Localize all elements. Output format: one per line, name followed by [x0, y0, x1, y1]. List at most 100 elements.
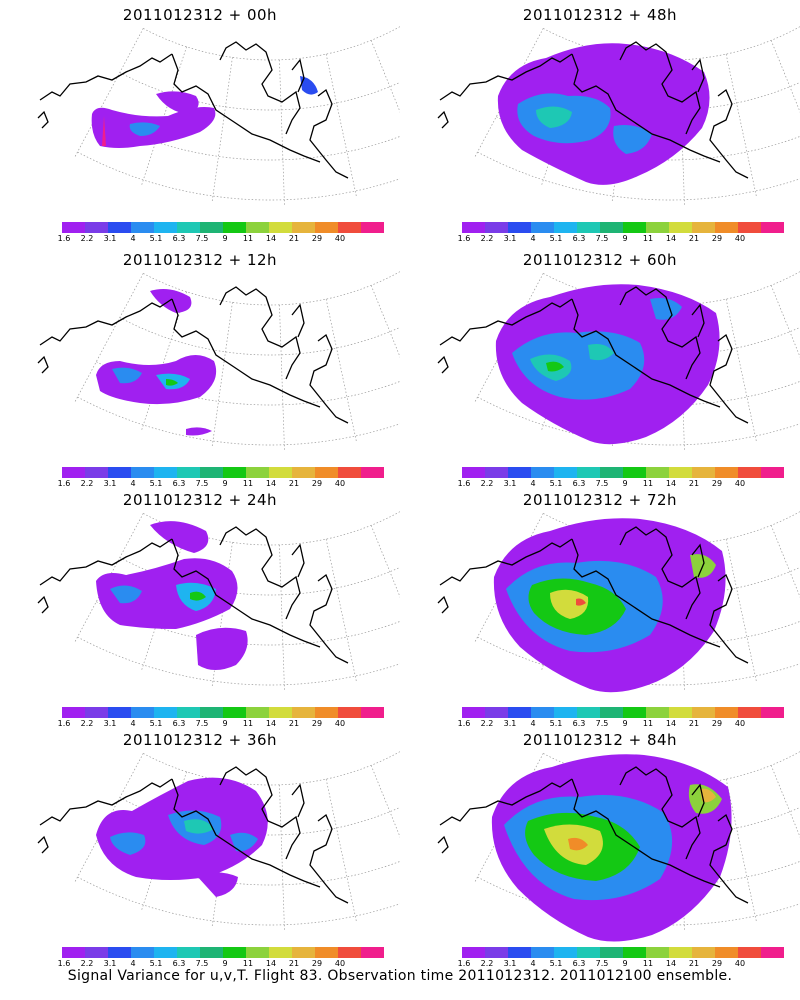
colorbar-swatch [462, 222, 485, 233]
colorbar-swatch [108, 222, 131, 233]
colorbar-swatch [669, 947, 692, 958]
colorbar-tick-label: 40 [334, 719, 346, 728]
colorbar-swatch [131, 947, 154, 958]
colorbar [462, 467, 784, 478]
colorbar-swatch [269, 947, 292, 958]
variance-patch [150, 521, 209, 553]
variance-map-12h [30, 271, 400, 450]
variance-patch [186, 427, 212, 436]
colorbar-swatch [269, 222, 292, 233]
colorbar-swatch [554, 707, 577, 718]
latitude-circle [143, 751, 400, 786]
panel-title: 2011012312 + 12h [122, 251, 278, 269]
colorbar-swatch [531, 467, 554, 478]
map-panel-48h: 2011012312 + 48h 1.6 2.2 3.1 4 5.1 6.3 7.5 9 11 1… [400, 0, 800, 243]
colorbar-tick-label: 21 [288, 479, 300, 488]
siberia-coast [39, 298, 173, 346]
colorbar-swatch [338, 467, 361, 478]
colorbar-swatch [292, 222, 315, 233]
colorbar-swatch [508, 707, 531, 718]
kamchatka-coast [37, 835, 49, 854]
variance-patch [112, 367, 142, 384]
colorbar-tick-label: 9 [222, 959, 228, 968]
map-panel-60h: 2011012312 + 60h 1.6 2.2 3.1 4 5.1 6.3 7.5 9 11 1… [400, 245, 800, 488]
colorbar-swatch [715, 222, 738, 233]
colorbar-tick-label: 9 [622, 719, 628, 728]
colorbar-swatch [361, 222, 384, 233]
colorbar-swatch [269, 707, 292, 718]
colorbar-swatch [108, 467, 131, 478]
coastline [37, 526, 349, 664]
east-canada-coast [309, 813, 349, 904]
map-panel-36h: 2011012312 + 36h 1.6 2.2 3.1 4 5.1 6.3 7.5 9 11 1… [0, 725, 400, 968]
colorbar-swatch [738, 222, 761, 233]
colorbar-swatch [154, 707, 177, 718]
colorbar-swatch [223, 707, 246, 718]
coastline [437, 766, 749, 904]
colorbar-swatch [692, 707, 715, 718]
colorbar-swatch [315, 947, 338, 958]
graticule [74, 271, 400, 450]
alaska-coast [571, 298, 721, 408]
colorbar-tick-label: 21 [288, 234, 300, 243]
colorbar-swatch [462, 707, 485, 718]
map-panel-24h: 2011012312 + 24h 1.6 2.2 3.1 4 5.1 6.3 7.5 9 11 1… [0, 485, 400, 728]
colorbar [62, 947, 384, 958]
colorbar-swatch [315, 707, 338, 718]
colorbar-swatch [85, 222, 108, 233]
colorbar-tick-label: 9 [622, 234, 628, 243]
colorbar [62, 467, 384, 478]
colorbar-swatch [715, 707, 738, 718]
colorbar-tick-label: 11 [242, 479, 254, 488]
colorbar-tick-label: 11 [642, 719, 654, 728]
island-coast [691, 58, 705, 93]
colorbar-swatch [600, 222, 623, 233]
alaska-coast [171, 298, 321, 408]
colorbar-tick-label: 4 [530, 479, 536, 488]
variance-map-84h [430, 751, 800, 942]
siberia-coast [439, 778, 573, 826]
colorbar-swatch [62, 222, 85, 233]
colorbar-swatch [200, 707, 223, 718]
colorbar-swatch [338, 947, 361, 958]
variance-patch [700, 788, 716, 803]
canada-coast [219, 286, 301, 380]
colorbar-tick-label: 21 [688, 479, 700, 488]
variance-map-72h [430, 511, 800, 693]
variance-map-48h [430, 26, 800, 205]
colorbar-tick-label: 5.1 [149, 719, 163, 728]
colorbar-tick-label: 7.5 [595, 719, 609, 728]
siberia-coast [439, 298, 573, 346]
variance-patch [190, 591, 206, 601]
colorbar-labels: 1.6 2.2 3.1 4 5.1 6.3 7.5 9 11 14 21 29 40 [452, 959, 772, 969]
colorbar-swatch [292, 467, 315, 478]
colorbar-tick-label: 9 [222, 479, 228, 488]
colorbar-swatch [646, 467, 669, 478]
colorbar-swatch [62, 467, 85, 478]
colorbar [62, 222, 384, 233]
latitude-circle [143, 26, 400, 61]
colorbar-swatch [315, 222, 338, 233]
colorbar-tick-label: 40 [734, 959, 746, 968]
colorbar-swatch [462, 467, 485, 478]
variance-patch [166, 379, 178, 386]
colorbar-tick-label: 9 [222, 719, 228, 728]
colorbar-swatch [292, 947, 315, 958]
map-panel-00h: 2011012312 + 00h 1.6 2.2 3.1 4 5.1 6.3 7.5 9 11 1… [0, 0, 400, 243]
coastline [437, 526, 749, 664]
colorbar-tick-label: 1.6 [57, 479, 71, 488]
colorbar-swatch [623, 467, 646, 478]
colorbar-swatch [361, 947, 384, 958]
meridian-line [370, 525, 400, 598]
colorbar-tick-label: 6.3 [172, 234, 186, 243]
colorbar-tick-label: 40 [734, 234, 746, 243]
east-canada-coast [709, 88, 749, 179]
colorbar-tick-label: 7.5 [195, 234, 209, 243]
colorbar-swatch [246, 707, 269, 718]
colorbar-swatch [738, 947, 761, 958]
colorbar-labels: 1.6 2.2 3.1 4 5.1 6.3 7.5 9 11 14 21 29 40 [452, 234, 772, 244]
colorbar-swatch [554, 947, 577, 958]
colorbar-tick-label: 2.2 [80, 234, 94, 243]
colorbar-swatch [761, 467, 784, 478]
colorbar-tick-label: 11 [242, 234, 254, 243]
